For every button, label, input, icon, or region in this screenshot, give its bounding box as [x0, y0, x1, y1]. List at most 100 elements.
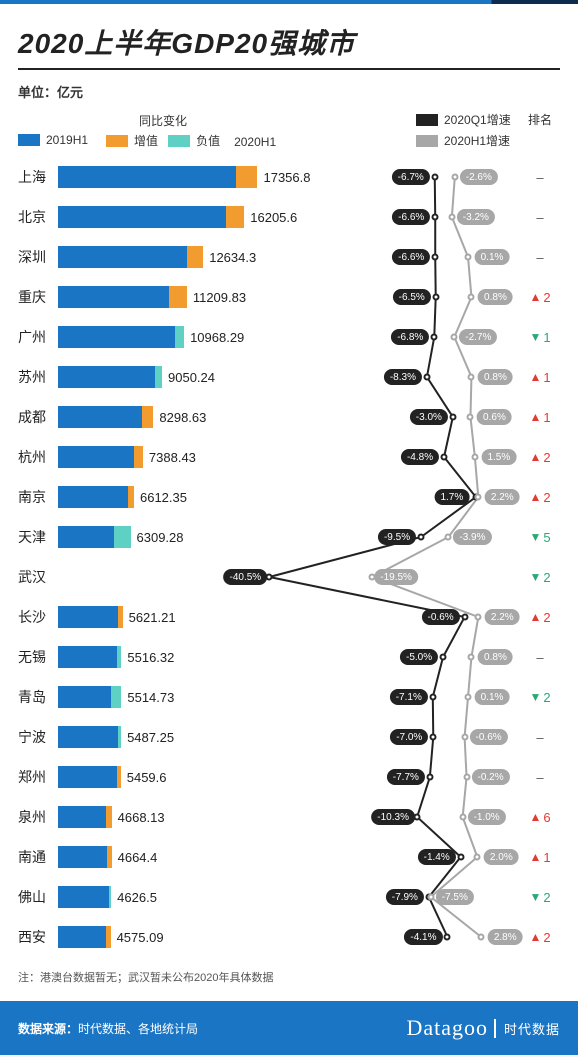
arrow-up-icon: ▲ — [529, 450, 541, 464]
arrow-up-icon: ▲ — [529, 490, 541, 504]
swatch-increase — [106, 135, 128, 147]
rows-container: 上海17356.8–北京16205.6–深圳12634.3–重庆11209.83… — [18, 157, 560, 957]
h1-growth-pill: -3.9% — [453, 529, 491, 545]
rank-value: 1 — [543, 330, 550, 345]
title-underline — [18, 68, 560, 70]
bar-value-label: 5621.21 — [129, 610, 176, 625]
arrow-down-icon: ▼ — [529, 890, 541, 904]
q1-growth-pill: -6.8% — [391, 329, 429, 345]
h1-growth-pill: 2.2% — [485, 609, 520, 625]
bar-stack — [58, 766, 121, 788]
rank-cell: ▼2 — [520, 890, 560, 905]
bar-segment-change — [109, 886, 112, 908]
q1-marker — [432, 254, 439, 261]
legend-change-pair: 增值 负值 — [106, 132, 220, 149]
q1-marker — [423, 374, 430, 381]
q1-marker — [432, 214, 439, 221]
q1-marker — [440, 654, 447, 661]
h1-marker — [468, 374, 475, 381]
rank-dash: – — [536, 210, 543, 225]
arrow-down-icon: ▼ — [529, 690, 541, 704]
legend-h1-label: 2020H1增速 — [444, 132, 520, 149]
h1-marker — [475, 614, 482, 621]
arrow-up-icon: ▲ — [529, 290, 541, 304]
q1-growth-pill: -0.6% — [422, 609, 460, 625]
h1-marker — [465, 694, 472, 701]
h1-marker — [468, 294, 475, 301]
q1-marker — [457, 854, 464, 861]
legend-q1-label: 2020Q1增速 — [444, 111, 520, 128]
source-prefix: 数据来源： — [18, 1022, 78, 1036]
bar-segment-2019 — [58, 766, 117, 788]
bar-area: 4668.13 — [58, 806, 258, 828]
rank-value: 5 — [543, 530, 550, 545]
q1-marker — [432, 294, 439, 301]
legend-2020: 2020H1 — [234, 135, 276, 149]
rank-cell: – — [520, 730, 560, 745]
h1-marker — [451, 334, 458, 341]
bar-segment-2019 — [58, 246, 187, 268]
h1-growth-pill: 0.6% — [477, 409, 512, 425]
h1-marker — [451, 174, 458, 181]
q1-growth-pill: -1.4% — [418, 849, 456, 865]
q1-marker — [430, 734, 437, 741]
q1-marker — [426, 774, 433, 781]
q1-growth-pill: -7.7% — [387, 769, 425, 785]
bar-value-label: 11209.83 — [193, 290, 246, 305]
q1-marker — [441, 454, 448, 461]
rank-value: 2 — [543, 690, 550, 705]
rank-value: 2 — [543, 570, 550, 585]
bar-segment-change — [111, 686, 122, 708]
swatch-h1 — [416, 135, 438, 147]
q1-growth-pill: -4.8% — [401, 449, 439, 465]
legend-q1: 2020Q1增速 — [416, 111, 520, 128]
h1-marker — [478, 934, 485, 941]
rank-cell: – — [520, 770, 560, 785]
h1-marker — [463, 774, 470, 781]
h1-growth-pill: 2.8% — [488, 929, 523, 945]
city-label: 南通 — [18, 847, 54, 867]
rank-cell: ▼2 — [520, 570, 560, 585]
bar-area: 5514.73 — [58, 686, 258, 708]
bar-stack — [58, 206, 244, 228]
legend-row: 2019H1 同比变化 增值 负值 — [18, 111, 560, 149]
growth-lines-svg — [262, 157, 492, 957]
h1-growth-pill: 0.8% — [478, 369, 513, 385]
q1-marker — [266, 574, 273, 581]
bar-segment-2019 — [58, 686, 111, 708]
q1-marker — [414, 814, 421, 821]
h1-growth-pill: 0.8% — [478, 289, 513, 305]
arrow-up-icon: ▲ — [529, 610, 541, 624]
bar-area: 17356.8 — [58, 166, 258, 188]
source-label: 数据来源：时代数据、各地统计局 — [18, 1020, 198, 1037]
h1-marker — [475, 494, 482, 501]
arrow-down-icon: ▼ — [529, 330, 541, 344]
legend-h1: 2020H1增速 — [416, 132, 520, 149]
rank-cell: ▲2 — [520, 490, 560, 505]
rank-cell: ▼2 — [520, 690, 560, 705]
h1-marker — [471, 454, 478, 461]
h1-marker — [468, 654, 475, 661]
rank-cell: ▲1 — [520, 410, 560, 425]
bar-stack — [58, 686, 121, 708]
q1-growth-pill: -7.1% — [390, 689, 428, 705]
h1-growth-pill: 0.1% — [475, 249, 510, 265]
bar-area: 6309.28 — [58, 526, 258, 548]
page-title: 2020上半年GDP20强城市 — [18, 22, 560, 62]
rank-cell: ▲2 — [520, 290, 560, 305]
rank-value: 2 — [543, 610, 550, 625]
bar-segment-2019 — [58, 486, 128, 508]
rank-value: 2 — [543, 290, 550, 305]
city-label: 宁波 — [18, 727, 54, 747]
rank-value: 6 — [543, 810, 550, 825]
legend-increase: 增值 — [106, 132, 158, 149]
legend-right: 2020Q1增速 2020H1增速 — [416, 111, 520, 149]
bar-area: 5459.6 — [58, 766, 258, 788]
bar-stack — [58, 406, 153, 428]
rank-cell: – — [520, 650, 560, 665]
legend-2020-label: 2020H1 — [234, 135, 276, 149]
bar-segment-2019 — [58, 166, 236, 188]
bar-stack — [58, 726, 121, 748]
legend-increase-label: 增值 — [134, 132, 158, 149]
bar-area: 6612.35 — [58, 486, 258, 508]
